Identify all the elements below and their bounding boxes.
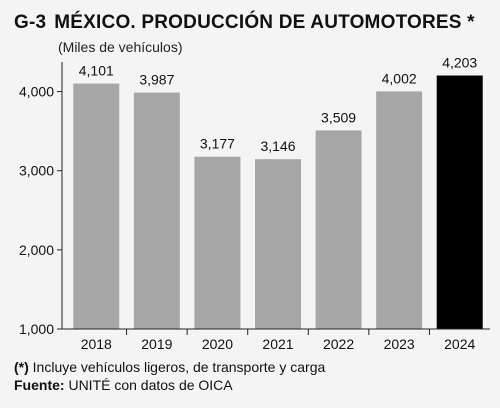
bar [133,92,180,330]
y-tick-label: 4,000 [19,84,54,100]
x-tick-label: 2018 [81,336,112,352]
y-tick-label: 1,000 [19,321,54,337]
bar-value-label: 3,509 [321,109,356,125]
bar [315,130,362,329]
x-tick-label: 2021 [262,336,293,352]
chart-subtitle: (Miles de vehículos) [58,39,183,55]
y-tick-label: 3,000 [19,163,54,179]
bar [73,83,120,329]
source-label: Fuente: [14,377,65,393]
bar [436,75,483,329]
bar-value-label: 4,203 [442,55,477,71]
x-tick-label: 2022 [323,336,354,352]
source-line: Fuente: UNITÉ con datos de OICA [14,377,233,393]
footnote-text: Incluye vehículos ligeros, de transporte… [28,359,326,375]
chart-title: G-3 MÉXICO. PRODUCCIÓN DE AUTOMOTORES * [14,12,475,34]
source-text: UNITÉ con datos de OICA [64,377,233,393]
footnote-mark: (*) [14,359,29,375]
chart-code: G-3 [14,12,47,33]
footnote: (*) Incluye vehículos ligeros, de transp… [14,359,325,375]
x-tick-label: 2020 [202,336,233,352]
bar-value-label: 4,101 [79,63,114,79]
y-tick-label: 2,000 [19,242,54,258]
bar-value-label: 3,146 [260,138,295,154]
x-tick-label: 2024 [444,336,475,352]
bar-value-label: 3,177 [200,136,235,152]
bar-value-label: 3,987 [139,72,174,88]
bar [194,156,241,329]
bar-value-label: 4,002 [382,70,417,86]
bar [376,91,423,329]
bar [255,159,301,329]
x-tick-label: 2023 [384,336,415,352]
chart-title-text: MÉXICO. PRODUCCIÓN DE AUTOMOTORES * [54,12,475,33]
x-tick-label: 2019 [141,336,172,352]
